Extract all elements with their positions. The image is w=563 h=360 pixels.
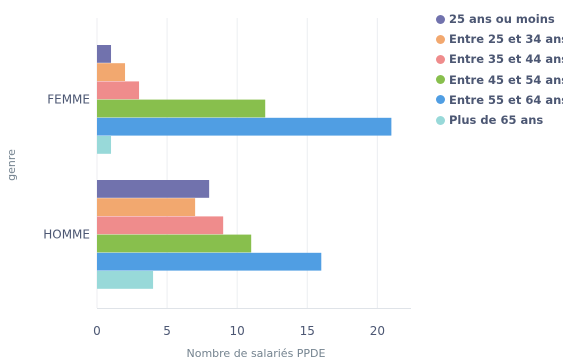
bar-femme-5[interactable]: [97, 136, 112, 154]
bar-femme-0[interactable]: [97, 45, 112, 63]
legend-label: Plus de 65 ans: [449, 113, 544, 128]
legend-label: Entre 35 et 44 ans: [449, 52, 563, 67]
legend-item[interactable]: 25 ans ou moins: [436, 9, 563, 29]
legend-swatch: [436, 95, 445, 105]
bar-femme-4[interactable]: [97, 117, 392, 136]
legend-item[interactable]: Entre 45 et 54 ans: [436, 70, 563, 90]
category-label-homme: HOMME: [43, 227, 90, 241]
y-axis-title: genre: [5, 149, 18, 181]
bar-homme-4[interactable]: [97, 252, 322, 271]
x-tick-label: 0: [93, 324, 101, 338]
legend-label: 25 ans ou moins: [449, 12, 555, 27]
bar-femme-3[interactable]: [97, 99, 266, 118]
bar-femme-1[interactable]: [97, 63, 126, 81]
x-tick-label: 5: [163, 324, 171, 338]
legend-swatch: [436, 14, 445, 24]
bar-homme-5[interactable]: [97, 271, 154, 289]
legend-label: Entre 45 et 54 ans: [449, 72, 563, 87]
x-tick-label: 15: [300, 324, 315, 338]
bar-homme-1[interactable]: [97, 198, 196, 216]
legend-swatch: [436, 115, 445, 125]
legend-item[interactable]: Entre 55 et 64 ans: [436, 90, 563, 110]
legend-item[interactable]: Entre 35 et 44 ans: [436, 49, 563, 69]
x-tick-label: 20: [370, 324, 385, 338]
legend-swatch: [436, 34, 445, 44]
legend: 25 ans ou moins Entre 25 et 34 ans Entre 3…: [436, 9, 563, 130]
legend-swatch: [436, 54, 445, 64]
bar-homme-3[interactable]: [97, 234, 252, 253]
bar-femme-2[interactable]: [97, 81, 140, 100]
legend-label: Entre 55 et 64 ans: [449, 92, 563, 107]
legend-item[interactable]: Plus de 65 ans: [436, 110, 563, 130]
legend-item[interactable]: Entre 25 et 34 ans: [436, 29, 563, 49]
x-axis-ticks: 0 5 10 15 20: [93, 324, 385, 338]
bars: [97, 45, 392, 289]
legend-label: Entre 25 et 34 ans: [449, 32, 563, 47]
category-labels: FEMME HOMME: [43, 92, 90, 241]
legend-swatch: [436, 75, 445, 85]
x-axis-title: Nombre de salariés PPDE: [187, 347, 326, 360]
x-tick-label: 10: [230, 324, 245, 338]
category-label-femme: FEMME: [47, 92, 90, 106]
bar-homme-0[interactable]: [97, 180, 210, 198]
bar-homme-2[interactable]: [97, 216, 224, 235]
